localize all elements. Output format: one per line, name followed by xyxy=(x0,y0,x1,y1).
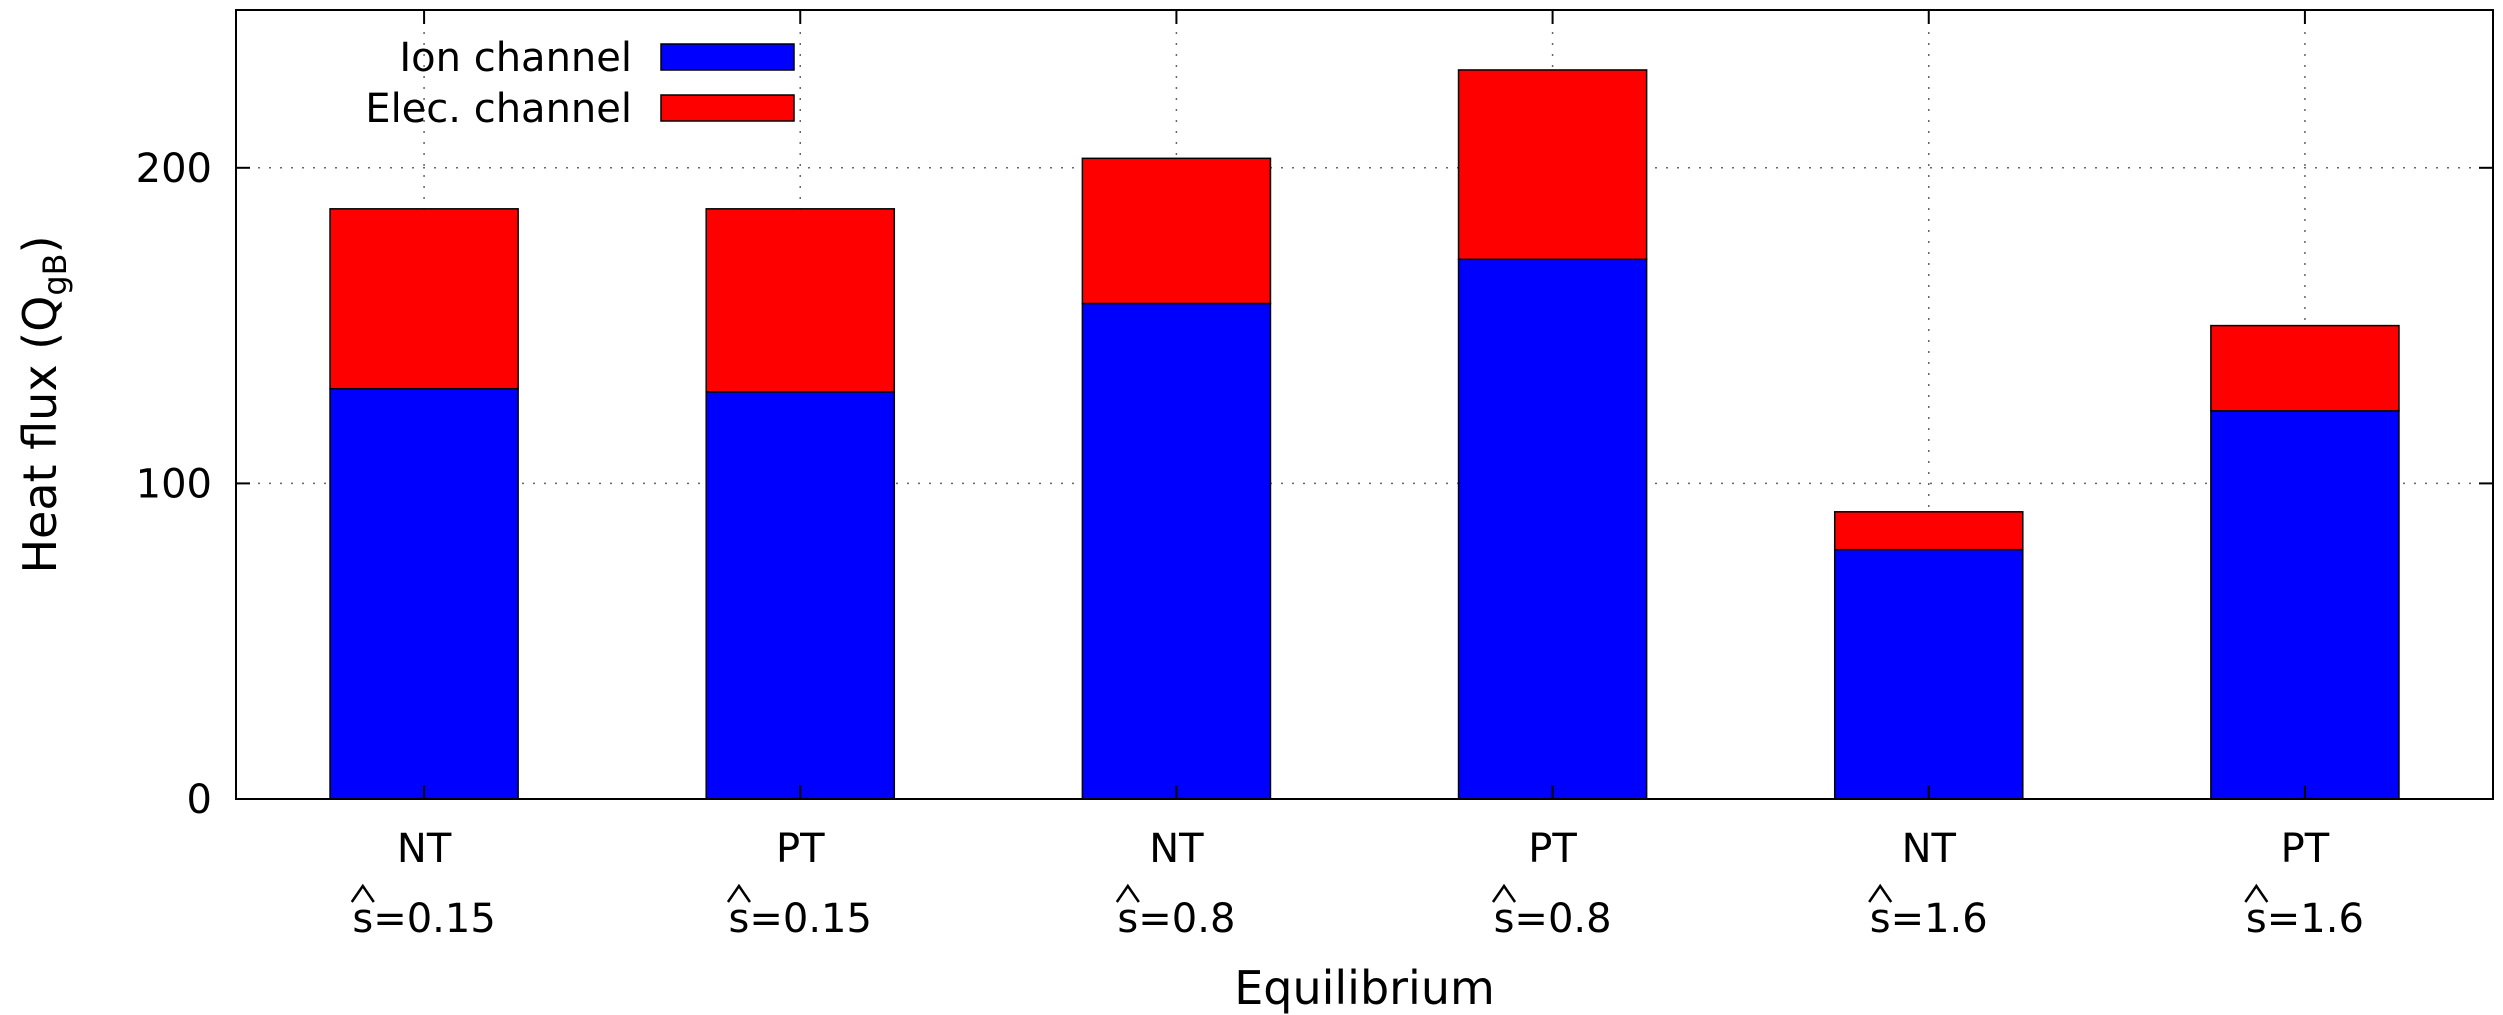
x-axis-title: Equilibrium xyxy=(1234,961,1495,1015)
y-tick-label: 0 xyxy=(187,777,212,823)
bar-segment-ion xyxy=(329,387,519,800)
shear-value: =1.6 xyxy=(1891,896,1988,942)
x-category-shear-label: s=0.15 xyxy=(352,896,495,942)
shear-symbol: s xyxy=(729,896,750,942)
bar-segment-elec xyxy=(705,208,896,393)
x-category-label: PT xyxy=(2281,826,2330,872)
legend: Ion channel Elec. channel xyxy=(365,35,795,132)
x-category-label: PT xyxy=(1528,826,1577,872)
legend-swatch xyxy=(660,94,795,122)
shear-value: =0.15 xyxy=(373,896,496,942)
bar-segment-elec xyxy=(1081,157,1272,305)
plot-frame xyxy=(235,9,2494,800)
bar-segment-ion xyxy=(1833,548,2024,800)
y-axis: 0 100 200 xyxy=(136,146,2493,823)
shear-symbol: s xyxy=(2246,896,2267,942)
x-category-shear-label: s=1.6 xyxy=(1870,896,1988,942)
y-axis-title-close: ) xyxy=(13,235,67,253)
shear-symbol: s xyxy=(1870,896,1891,942)
shear-value: =0.8 xyxy=(1514,896,1611,942)
hat-icon xyxy=(726,883,751,903)
x-category-shear-label: s=0.8 xyxy=(1117,896,1235,942)
shear-symbol: s xyxy=(1117,896,1138,942)
x-category-shear-label: s=0.15 xyxy=(729,896,872,942)
x-category-shear-label: s=1.6 xyxy=(2246,896,2364,942)
bar-segment-ion xyxy=(705,391,896,800)
y-axis-title-subscript: gB xyxy=(36,253,74,295)
bar-segment-ion xyxy=(1081,302,1272,800)
hat-icon xyxy=(1868,883,1893,903)
hat-icon xyxy=(2244,883,2269,903)
bar-segment-elec xyxy=(1833,511,2024,551)
shear-value: =0.15 xyxy=(749,896,872,942)
x-category-label: NT xyxy=(397,826,452,872)
hat-icon xyxy=(350,883,375,903)
legend-label: Elec. channel xyxy=(365,86,632,132)
shear-symbol: s xyxy=(352,896,373,942)
y-tick-label: 200 xyxy=(136,146,212,192)
y-axis-title: Heat flux (QgB) xyxy=(13,235,74,573)
x-category-shear-label: s=0.8 xyxy=(1494,896,1612,942)
shear-value: =0.8 xyxy=(1138,896,1235,942)
legend-swatch xyxy=(660,43,795,71)
shear-symbol: s xyxy=(1494,896,1515,942)
hat-icon xyxy=(1115,883,1140,903)
y-axis-title-main: Heat flux (Q xyxy=(13,296,67,574)
x-axis: NTs=0.15PTs=0.15NTs=0.8PTs=0.8NTs=1.6PTs… xyxy=(350,10,2364,942)
bar-segment-ion xyxy=(2210,410,2400,800)
x-category-label: NT xyxy=(1902,826,1957,872)
hat-icon xyxy=(1491,883,1517,903)
x-category-label: NT xyxy=(1149,826,1204,872)
legend-label: Ion channel xyxy=(399,35,632,81)
x-category-label: PT xyxy=(776,826,825,872)
bar-segment-ion xyxy=(1457,258,1648,800)
bar-segment-elec xyxy=(1457,69,1648,261)
bar-segment-elec xyxy=(2210,324,2400,412)
bar-stacks xyxy=(329,69,2400,800)
bar-segment-elec xyxy=(329,208,519,390)
shear-value: =1.6 xyxy=(2267,896,2364,942)
y-tick-label: 100 xyxy=(136,461,212,507)
